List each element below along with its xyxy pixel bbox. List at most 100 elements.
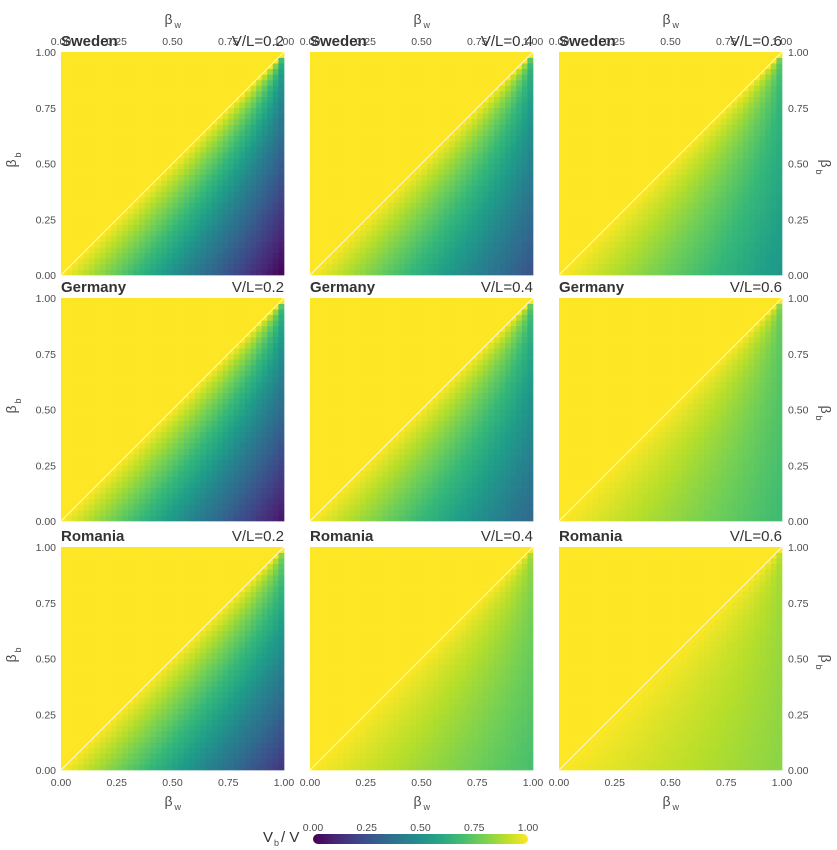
heatmap-cell bbox=[443, 252, 450, 259]
heatmap-cell bbox=[267, 174, 274, 181]
heatmap-cell bbox=[66, 476, 73, 483]
heatmap-cell bbox=[510, 185, 517, 192]
heatmap-cell bbox=[499, 196, 506, 203]
heatmap-cell bbox=[748, 63, 755, 70]
heatmap-cell bbox=[83, 213, 90, 220]
heatmap-cell bbox=[360, 163, 367, 170]
heatmap-cell bbox=[349, 141, 355, 148]
heatmap-cell bbox=[748, 258, 755, 265]
heatmap-cell bbox=[321, 157, 328, 164]
heatmap-cell bbox=[88, 74, 95, 81]
heatmap-cell bbox=[354, 74, 361, 81]
heatmap-cell bbox=[178, 57, 184, 64]
heatmap-cell bbox=[83, 208, 90, 215]
heatmap-cell bbox=[592, 96, 599, 103]
heatmap-cell bbox=[742, 146, 749, 153]
heatmap-cell bbox=[315, 130, 322, 136]
heatmap-cell bbox=[516, 157, 523, 164]
heatmap-cell bbox=[321, 74, 328, 81]
heatmap-cell bbox=[449, 224, 456, 231]
heatmap-cell bbox=[521, 68, 528, 75]
heatmap-cell bbox=[61, 509, 67, 516]
heatmap-cell bbox=[477, 91, 484, 97]
heatmap-cell bbox=[66, 493, 73, 500]
heatmap-cell bbox=[698, 269, 705, 276]
heatmap-cell bbox=[443, 124, 450, 131]
heatmap-cell bbox=[133, 57, 140, 64]
heatmap-cell bbox=[388, 102, 394, 109]
heatmap-cell bbox=[454, 219, 461, 226]
heatmap-cell bbox=[83, 448, 90, 455]
heatmap-cell bbox=[100, 57, 106, 64]
heatmap-cell bbox=[66, 52, 73, 58]
heatmap-cell bbox=[365, 157, 372, 164]
heatmap-cell bbox=[460, 174, 467, 181]
heatmap-cell bbox=[217, 118, 224, 125]
heatmap-cell bbox=[715, 124, 722, 131]
heatmap-cell bbox=[493, 113, 500, 120]
heatmap-cell bbox=[637, 258, 643, 265]
heatmap-cell bbox=[194, 163, 201, 170]
heatmap-cell bbox=[598, 146, 604, 153]
heatmap-cell bbox=[614, 258, 621, 265]
heatmap-cell bbox=[742, 57, 749, 64]
heatmap-cell bbox=[664, 235, 671, 242]
heatmap-cell bbox=[222, 224, 229, 231]
heatmap-cell bbox=[564, 96, 571, 103]
heatmap-cell bbox=[200, 74, 207, 81]
heatmap-cell bbox=[150, 230, 157, 237]
heatmap-cell bbox=[471, 258, 478, 265]
heatmap-cell bbox=[150, 163, 157, 170]
heatmap-cell bbox=[166, 241, 173, 248]
heatmap-cell bbox=[438, 174, 445, 181]
heatmap-cell bbox=[321, 230, 328, 237]
heatmap-cell bbox=[559, 247, 565, 254]
heatmap-cell bbox=[94, 118, 101, 125]
heatmap-cell bbox=[172, 130, 179, 136]
heatmap-cell bbox=[715, 52, 722, 58]
heatmap-cell bbox=[72, 398, 79, 405]
heatmap-cell bbox=[272, 63, 279, 70]
heatmap-cell bbox=[505, 196, 512, 203]
heatmap-cell bbox=[343, 241, 350, 248]
heatmap-cell bbox=[720, 57, 727, 64]
heatmap-cell bbox=[315, 57, 322, 64]
heatmap-cell bbox=[460, 107, 467, 114]
heatmap-cell bbox=[637, 124, 643, 131]
heatmap-cell bbox=[625, 180, 632, 187]
heatmap-cell bbox=[332, 219, 339, 226]
heatmap-cell bbox=[83, 141, 90, 148]
heatmap-cell bbox=[222, 191, 229, 198]
heatmap-cell bbox=[161, 152, 168, 159]
heatmap-cell bbox=[709, 157, 716, 164]
heatmap-cell bbox=[256, 230, 263, 237]
heatmap-cell bbox=[614, 180, 621, 187]
heatmap-cell bbox=[155, 196, 162, 203]
heatmap-cell bbox=[687, 208, 694, 215]
heatmap-cell bbox=[376, 213, 383, 220]
heatmap-cell bbox=[337, 191, 344, 198]
heatmap-cell bbox=[421, 63, 428, 70]
heatmap-cell bbox=[648, 169, 655, 175]
heatmap-cell bbox=[454, 146, 461, 153]
heatmap-cell bbox=[194, 174, 201, 181]
heatmap-cell bbox=[516, 247, 523, 254]
heatmap-cell bbox=[144, 263, 151, 270]
heatmap-cell bbox=[256, 113, 263, 120]
heatmap-cell bbox=[139, 224, 145, 231]
heatmap-cell bbox=[731, 163, 738, 170]
heatmap-cell bbox=[144, 146, 151, 153]
heatmap-cell bbox=[178, 196, 184, 203]
heatmap-cell bbox=[244, 258, 251, 265]
heatmap-cell bbox=[759, 141, 766, 148]
heatmap-cell bbox=[256, 191, 263, 198]
heatmap-cell bbox=[754, 107, 761, 114]
heatmap-cell bbox=[415, 185, 422, 192]
heatmap-cell bbox=[228, 96, 235, 103]
heatmap-cell bbox=[66, 91, 73, 97]
heatmap-cell bbox=[321, 63, 328, 70]
heatmap-cell bbox=[770, 52, 777, 58]
heatmap-cell bbox=[166, 230, 173, 237]
heatmap-cell bbox=[278, 196, 285, 203]
heatmap-cell bbox=[256, 57, 263, 64]
